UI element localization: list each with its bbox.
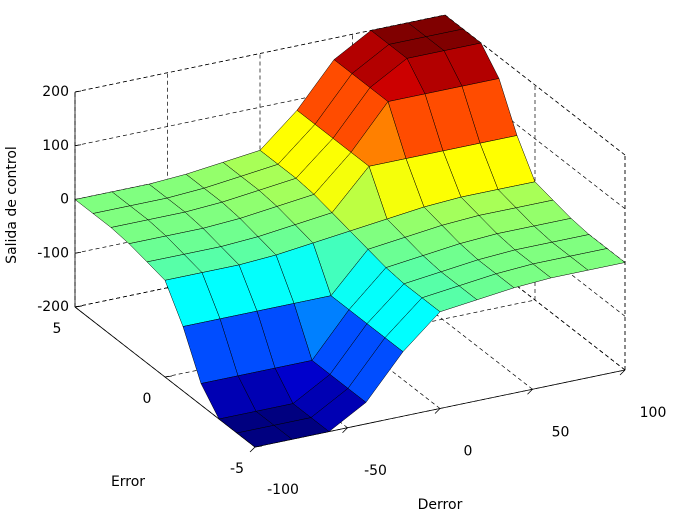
x-tick [249, 446, 256, 453]
x-tick [342, 427, 348, 434]
y-axis-title: Error [111, 474, 145, 490]
z-tick-label: -200 [37, 299, 69, 315]
z-tick [74, 251, 82, 254]
z-axis-title: Salida de control [4, 146, 20, 264]
z-tick-label: 200 [42, 84, 69, 100]
z-tick [74, 144, 82, 147]
y-tick [74, 305, 83, 308]
x-tick [434, 408, 441, 414]
x-tick-label: 50 [552, 424, 570, 440]
x-tick [619, 369, 626, 376]
z-tick-label: 100 [42, 138, 69, 154]
z-tick-label: 0 [60, 192, 69, 208]
y-tick [164, 375, 173, 378]
x-axis-title: Derror [418, 497, 463, 513]
surface-patch [236, 425, 293, 448]
x-tick-label: 100 [640, 405, 667, 421]
z-tick-label: -100 [37, 245, 69, 261]
y-tick-label: 5 [53, 321, 62, 337]
y-tick-label: 0 [143, 391, 152, 407]
x-tick [527, 388, 533, 395]
x-tick-label: 0 [464, 444, 473, 460]
x-tick-label: -100 [267, 482, 299, 498]
y-tick-label: -5 [230, 461, 244, 477]
x-tick-label: -50 [364, 463, 387, 479]
z-tick [74, 90, 82, 93]
